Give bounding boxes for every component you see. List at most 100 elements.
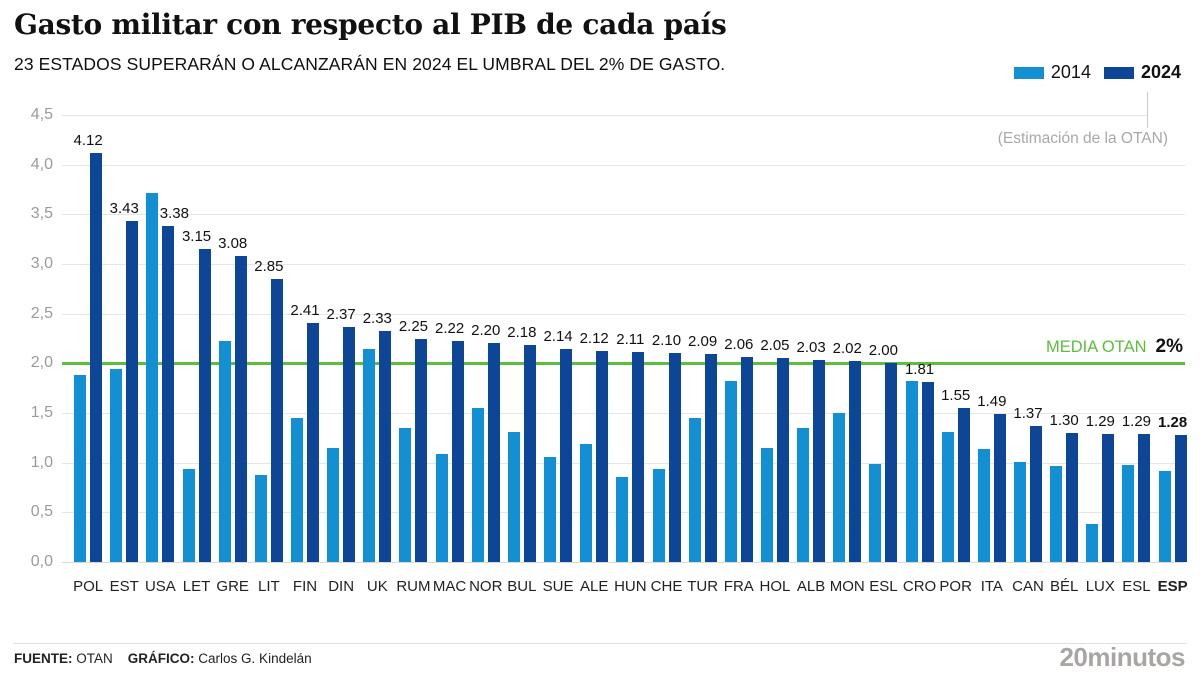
x-label-LET: LET — [182, 578, 211, 595]
bar-2024-ITA — [993, 413, 1006, 562]
legend-swatch-2024 — [1103, 66, 1134, 79]
bar-2024-ALB — [813, 360, 826, 562]
x-label-UK: UK — [366, 578, 388, 595]
bar-2024-MAC — [451, 341, 464, 562]
gridline-3,5 — [62, 214, 1185, 215]
bar-2024-CHE — [668, 353, 681, 562]
y-axis-tick-1,0: 1,0 — [30, 454, 53, 471]
bar-2024-FIN — [307, 322, 319, 562]
bar-2024-UK — [379, 330, 392, 562]
annotation-tick-line — [1147, 92, 1148, 128]
bar-2024-HUN — [632, 352, 645, 562]
value-label-EST: 3.43 — [109, 200, 139, 218]
bar-2014-SUE — [544, 456, 557, 562]
x-label-ESL: ESL — [1122, 578, 1151, 595]
y-axis-tick-0,5: 0,5 — [30, 503, 53, 520]
x-label-ESP: ESP — [1157, 578, 1188, 595]
value-label-MON: 2.02 — [832, 340, 862, 358]
bar-2024-ESP — [1174, 434, 1187, 562]
bar-2024-ALE — [596, 351, 609, 562]
x-label-GRE: GRE — [216, 578, 249, 595]
bar-2014-HOL — [760, 447, 773, 562]
bar-2024-TUR — [704, 354, 717, 562]
value-label-LIT: 2.85 — [254, 257, 284, 275]
gridline-1,5 — [62, 413, 1185, 414]
bar-2014-ESP — [1158, 470, 1171, 562]
value-label-HUN: 2.11 — [616, 331, 645, 349]
value-label-ESL: 2.00 — [868, 342, 898, 360]
bar-2014-ESL — [1122, 464, 1135, 562]
x-label-LUX: LUX — [1085, 578, 1115, 595]
x-label-CRO: CRO — [902, 578, 937, 595]
x-label-ESL: ESL — [869, 578, 898, 595]
gridline-4,5 — [62, 115, 1147, 116]
legend: 2014 2024 — [1013, 62, 1181, 83]
bar-2024-LIT — [270, 278, 283, 562]
value-label-CHE: 2.10 — [651, 332, 682, 350]
bar-2014-POL — [74, 375, 87, 562]
gridline-3,0 — [62, 264, 1185, 265]
x-label-MON: MON — [829, 578, 865, 595]
bar-2014-LET — [182, 468, 195, 562]
x-label-ITA: ITA — [980, 578, 1003, 595]
bar-2024-BÉL — [1066, 432, 1079, 562]
value-label-ITA: 1.49 — [977, 392, 1007, 410]
bar-2014-FIN — [291, 417, 303, 562]
bar-2014-USA — [146, 193, 159, 562]
bar-2024-USA — [162, 226, 175, 562]
value-label-BUL: 2.18 — [507, 324, 537, 342]
bar-2014-NOR — [471, 408, 484, 562]
value-label-SUE: 2.14 — [543, 328, 573, 346]
bar-2014-RUM — [399, 427, 412, 562]
legend-item-2014: 2014 — [1013, 62, 1091, 83]
x-label-CAN: CAN — [1012, 578, 1044, 595]
bar-2024-RUM — [415, 338, 428, 562]
value-label-LET: 3.15 — [181, 228, 212, 246]
x-label-POL: POL — [73, 578, 104, 595]
x-label-FIN: FIN — [292, 578, 318, 595]
value-label-FRA: 2.06 — [724, 336, 754, 354]
reference-line — [62, 362, 1185, 365]
value-label-NOR: 2.20 — [471, 322, 501, 340]
fuente-value: OTAN — [76, 651, 113, 666]
footer-credits: FUENTE: OTAN GRÁFICO: Carlos G. Kindelán — [14, 651, 312, 666]
x-label-EST: EST — [109, 578, 139, 595]
bar-2024-DIN — [343, 326, 356, 562]
bar-2014-ESL — [869, 463, 882, 562]
bar-2024-GRE — [234, 256, 247, 562]
bar-2024-POL — [90, 152, 103, 562]
value-label-HOL: 2.05 — [760, 337, 790, 355]
bar-2024-HOL — [776, 358, 789, 562]
gridline-2,5 — [62, 314, 1185, 315]
bar-2024-POR — [957, 408, 970, 562]
y-axis-tick-3,0: 3,0 — [30, 255, 53, 272]
value-label-RUM: 2.25 — [398, 317, 429, 335]
value-label-USA: 3.38 — [159, 205, 189, 223]
x-label-HUN: HUN — [614, 578, 647, 595]
x-label-NOR: NOR — [469, 578, 503, 595]
x-label-MAC: MAC — [432, 578, 467, 595]
bar-2014-GRE — [218, 341, 231, 562]
bar-2014-LUX — [1086, 524, 1099, 562]
x-label-FRA: FRA — [723, 578, 754, 595]
bar-2014-ALE — [580, 443, 593, 562]
x-label-POR: POR — [939, 578, 972, 595]
legend-swatch-2014 — [1013, 66, 1044, 79]
y-axis-tick-2,0: 2,0 — [30, 354, 53, 371]
value-label-GRE: 3.08 — [218, 235, 248, 253]
value-label-BÉL: 1.30 — [1049, 411, 1079, 429]
bar-2024-CAN — [1030, 425, 1042, 562]
value-label-ALB: 2.03 — [796, 339, 826, 357]
bar-2024-SUE — [560, 349, 573, 562]
fuente-label: FUENTE: — [14, 651, 73, 666]
bar-2014-CAN — [1014, 461, 1026, 562]
value-label-MAC: 2.22 — [434, 320, 465, 338]
y-axis-tick-4,0: 4,0 — [30, 156, 53, 173]
x-label-TUR: TUR — [687, 578, 719, 595]
x-label-ALE: ALE — [580, 578, 609, 595]
value-label-POL: 4.12 — [73, 131, 103, 149]
y-axis-tick-1,5: 1,5 — [30, 404, 53, 421]
legend-label-2014: 2014 — [1050, 62, 1091, 82]
page-title: Gasto militar con respecto al PIB de cad… — [14, 8, 727, 41]
value-label-ESP: 1.28 — [1157, 413, 1188, 431]
